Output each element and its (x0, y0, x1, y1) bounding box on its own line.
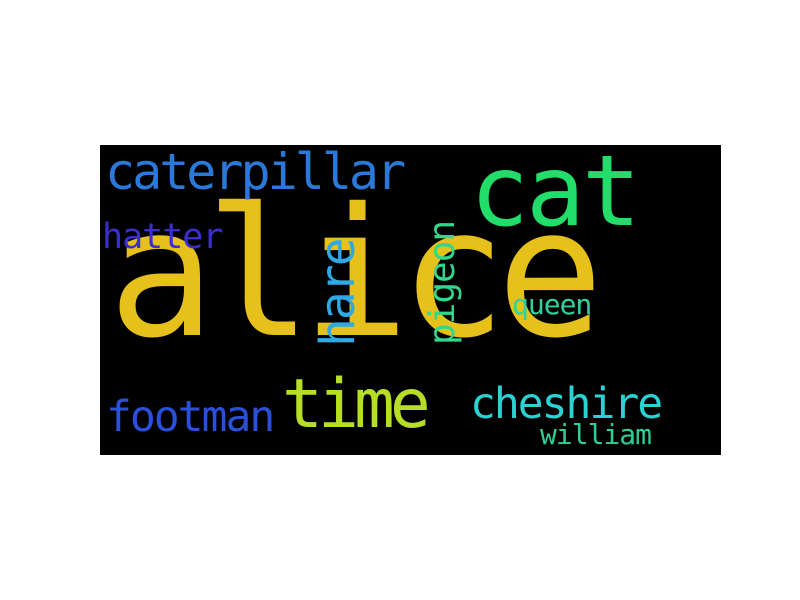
word-cheshire: cheshire (470, 379, 663, 429)
word-pigeon: pigeon (422, 220, 463, 345)
word-caterpillar: caterpillar (105, 145, 406, 201)
word-footman: footman (106, 392, 275, 442)
word-hare: hare (310, 239, 366, 347)
word-cat: cat (470, 145, 641, 249)
word-hatter: hatter (102, 217, 223, 257)
word-alice: alice (108, 170, 604, 377)
word-cloud: alice cat time caterpillar cheshire foot… (100, 145, 721, 455)
word-william: william (540, 418, 652, 451)
word-time: time (282, 365, 431, 444)
word-queen: queen (512, 288, 592, 321)
